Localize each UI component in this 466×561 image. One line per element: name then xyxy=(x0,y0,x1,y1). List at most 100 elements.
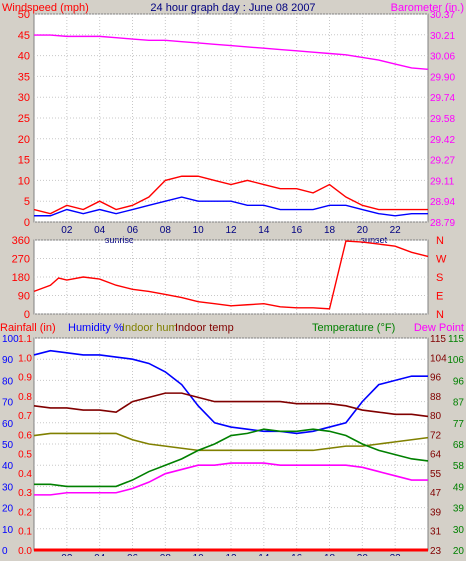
x-tick-label: 14 xyxy=(258,225,270,236)
wind-tick-label: 30 xyxy=(18,92,30,104)
wind-direction-line xyxy=(33,240,429,310)
compass-tick-label: E xyxy=(436,291,443,303)
direction-tick-label: 270 xyxy=(12,254,30,266)
rain-tick-label: 0.0 xyxy=(18,546,32,556)
wind-tick-label: 10 xyxy=(18,175,30,187)
x-tick-label: 12 xyxy=(225,225,237,236)
indoor-temp-tick-label: 55 xyxy=(430,469,442,480)
indoor-temp-tick-label: 23 xyxy=(430,546,442,556)
x-tick-label: 20 xyxy=(357,225,369,236)
rain-tick-label: 0.4 xyxy=(18,469,32,480)
humidity-tick-label: 70 xyxy=(2,398,14,409)
x-tick-label: 22 xyxy=(390,225,402,236)
rain-tick-label: 1.0 xyxy=(18,353,32,364)
humidity-tick-label: 90 xyxy=(2,355,14,366)
wind-tick-label: 40 xyxy=(18,51,30,63)
rain-tick-label: 0.6 xyxy=(18,430,32,441)
barometer-tick-label: 29.90 xyxy=(430,72,455,83)
indoor-temp-tick-label: 88 xyxy=(430,392,442,403)
humidity-tick-label: 80 xyxy=(2,376,14,387)
climate-series-line-0 xyxy=(33,349,428,435)
humidity-tick-label: 100 xyxy=(2,334,19,345)
rain-tick-label: 0.3 xyxy=(18,488,32,499)
wind-series-line-0 xyxy=(34,34,429,70)
indoor-temp-tick-label: 80 xyxy=(430,411,442,422)
indoor-temp-tick-label: 31 xyxy=(430,527,442,538)
temperature-tick-label: 87 xyxy=(453,398,465,409)
humidity-tick-label: 10 xyxy=(2,525,14,536)
wind-tick-label: 35 xyxy=(18,71,30,83)
humidity-tick-label: 20 xyxy=(2,504,14,515)
wind-tick-label: 50 xyxy=(18,9,30,21)
humidity-tick-label: 60 xyxy=(2,419,14,430)
barometer-tick-label: 29.11 xyxy=(430,176,455,187)
rain-tick-label: 0.7 xyxy=(18,411,32,422)
temperature-tick-label: 77 xyxy=(453,419,465,430)
sunrise-label: sunrise xyxy=(105,235,134,245)
wind-tick-label: 0 xyxy=(24,217,30,229)
compass-tick-label: N xyxy=(436,235,444,247)
climate-series-line-4 xyxy=(34,462,428,496)
barometer-tick-label: 30.21 xyxy=(430,31,455,42)
direction-tick-label: 0 xyxy=(24,309,30,321)
barometer-tick-label: 28.79 xyxy=(430,218,455,229)
temperature-tick-label: 115 xyxy=(448,334,464,345)
direction-tick-label: 90 xyxy=(18,291,30,303)
temperature-tick-label: 96 xyxy=(453,376,465,387)
climate-series-line-2 xyxy=(33,432,429,452)
rain-tick-label: 0.1 xyxy=(18,527,32,538)
wind-series-line-2 xyxy=(34,196,428,217)
wind-series-line-1 xyxy=(33,175,428,215)
rain-tick-label: 1.1 xyxy=(18,334,32,345)
temperature-axis-label: Temperature (°F) xyxy=(312,322,395,334)
graph-title: 24 hour graph day : June 08 2007 xyxy=(150,2,315,14)
barometer-tick-label: 29.27 xyxy=(430,156,455,167)
temperature-tick-label: 58 xyxy=(453,461,465,472)
x-tick-label: 18 xyxy=(324,225,336,236)
barometer-axis-label: Barometer (in.) xyxy=(391,2,464,14)
temperature-tick-label: 20 xyxy=(453,546,465,556)
temperature-tick-label: 30 xyxy=(453,525,465,536)
wind-tick-label: 20 xyxy=(18,134,30,146)
climate-series-line-3 xyxy=(34,428,429,488)
humidity-tick-label: 0 xyxy=(2,546,8,556)
rain-tick-label: 0.5 xyxy=(18,450,32,461)
wind-tick-label: 15 xyxy=(18,155,30,167)
rainfall-axis-label: Rainfall (in) xyxy=(0,322,56,334)
humidity-axis-label: Humidity % xyxy=(68,322,124,334)
barometer-tick-label: 28.94 xyxy=(430,197,455,208)
climate-series-line-1 xyxy=(33,392,429,418)
direction-tick-label: 360 xyxy=(12,235,30,247)
rain-tick-label: 0.9 xyxy=(18,373,32,384)
indoor-temp-tick-label: 47 xyxy=(430,488,442,499)
barometer-tick-label: 30.06 xyxy=(430,52,455,63)
barometer-tick-label: 29.74 xyxy=(430,93,455,104)
temperature-tick-label: 49 xyxy=(453,482,465,493)
compass-tick-label: N xyxy=(436,309,444,321)
barometer-tick-label: 29.58 xyxy=(430,114,455,125)
dewpoint-axis-label: Dew Point xyxy=(414,322,464,334)
temperature-tick-label: 68 xyxy=(453,440,465,451)
indoor-temp-tick-label: 72 xyxy=(430,430,442,441)
temperature-tick-label: 106 xyxy=(447,355,464,366)
x-tick-label: 08 xyxy=(160,225,172,236)
indoor-temp-tick-label: 64 xyxy=(430,450,442,461)
wind-tick-label: 5 xyxy=(24,196,30,208)
temperature-tick-label: 39 xyxy=(453,504,465,515)
compass-tick-label: W xyxy=(436,254,447,266)
humidity-tick-label: 50 xyxy=(2,440,14,451)
indoor-hum-axis-label: Indoor hum xyxy=(122,322,178,334)
wind-tick-label: 45 xyxy=(18,30,30,42)
barometer-tick-label: 30.37 xyxy=(430,10,455,21)
humidity-tick-label: 40 xyxy=(2,461,14,472)
indoor-temp-axis-label: Indoor temp xyxy=(175,322,234,334)
x-tick-label: 06 xyxy=(127,225,139,236)
rain-tick-label: 0.2 xyxy=(18,507,32,518)
x-tick-label: 04 xyxy=(94,225,106,236)
rain-tick-label: 0.8 xyxy=(18,392,32,403)
barometer-tick-label: 29.42 xyxy=(430,135,455,146)
x-tick-label: 16 xyxy=(291,225,303,236)
direction-tick-label: 180 xyxy=(12,272,30,284)
